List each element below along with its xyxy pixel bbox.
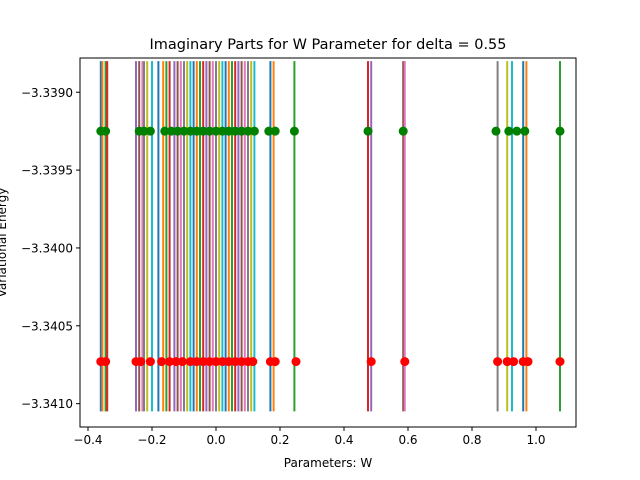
y-tick-label: −3.3395 [21,164,73,178]
upper-marker [520,126,530,136]
upper-marker [192,126,202,136]
x-tick-label: −0.4 [73,433,102,447]
upper-marker [198,126,208,136]
plot-area [96,61,565,412]
lower-marker [224,357,234,367]
upper-marker [179,126,189,136]
lower-marker [205,357,215,367]
axes-frame [79,57,577,428]
upper-marker [139,126,149,136]
upper-marker [249,126,259,136]
x-tick-label: 0.6 [398,433,417,447]
upper-marker [211,126,221,136]
upper-marker [555,126,565,136]
lower-marker [248,357,258,367]
upper-marker [230,126,240,136]
lower-marker [171,357,181,367]
upper-marker [512,126,522,136]
upper-marker [160,126,170,136]
x-axis-label: Parameters: W [284,456,373,470]
lower-marker [237,357,247,367]
lower-marker [145,357,155,367]
lower-marker [400,357,410,367]
upper-marker [217,126,227,136]
y-tick-label: −3.3400 [21,241,73,255]
lower-marker [366,357,376,367]
upper-marker [166,126,176,136]
lower-marker [217,357,227,367]
lower-marker [136,357,146,367]
upper-marker [504,126,514,136]
lower-marker [555,357,565,367]
lower-marker [211,357,221,367]
lower-marker [523,357,533,367]
upper-marker [145,126,155,136]
x-tick-label: −0.2 [137,433,166,447]
upper-marker [289,126,299,136]
x-axis: −0.4 −0.2 0.0 0.2 0.4 0.6 0.8 1.0 [73,427,546,447]
lower-marker [177,357,187,367]
lower-marker [270,357,280,367]
lower-marker [502,357,512,367]
upper-marker [243,126,253,136]
x-tick-label: 0.0 [206,433,225,447]
lower-marker [493,357,503,367]
upper-marker [363,126,373,136]
y-tick-label: −3.3410 [21,397,73,411]
lower-marker [157,357,167,367]
y-axis: −3.3390 −3.3395 −3.3400 −3.3405 −3.3410 [21,86,80,411]
lower-marker [192,357,202,367]
upper-marker [264,126,274,136]
upper-marker [173,126,183,136]
upper-marker [270,126,280,136]
y-axis-label: Variational Energy [0,188,9,298]
y-tick-label: −3.3405 [21,319,73,333]
upper-marker [237,126,247,136]
upper-marker [398,126,408,136]
lower-marker [185,357,195,367]
upper-marker [491,126,501,136]
lower-marker [198,357,208,367]
upper-marker [101,126,111,136]
lower-marker [101,357,111,367]
upper-marker [224,126,234,136]
lower-marker [165,357,175,367]
x-tick-label: 0.2 [270,433,289,447]
y-tick-label: −3.3390 [21,86,73,100]
x-tick-label: 0.8 [462,433,481,447]
lower-marker [230,357,240,367]
upper-marker [205,126,215,136]
upper-marker [185,126,195,136]
x-tick-label: 1.0 [526,433,545,447]
lower-marker [291,357,301,367]
x-tick-label: 0.4 [334,433,353,447]
lower-marker [509,357,519,367]
chart-title: Imaginary Parts for W Parameter for delt… [150,37,507,53]
